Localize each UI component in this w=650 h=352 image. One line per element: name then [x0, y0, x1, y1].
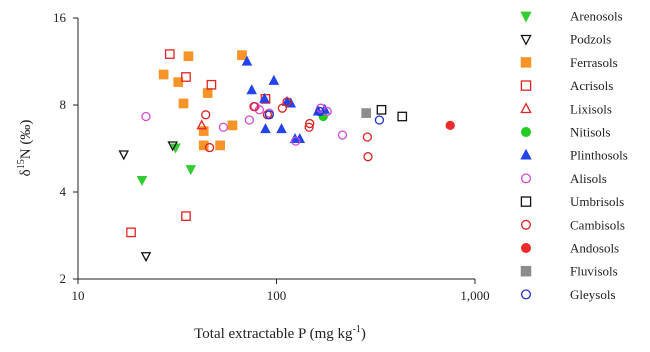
- legend-marker-arenosols: [520, 11, 532, 23]
- point-acrisols: [164, 49, 175, 59]
- legend-label-fluvisols: Fluvisols: [570, 264, 618, 279]
- x-tick-label: 1,000: [460, 288, 489, 303]
- axis-ticks: 10 100 1,000 2 4 8 16: [53, 10, 490, 303]
- point-podzols: [140, 252, 152, 263]
- y-tick-label: 16: [53, 10, 67, 25]
- point-cambisols: [282, 97, 292, 107]
- legend-marker-umbrisols: [520, 196, 532, 207]
- point-gleysols: [374, 115, 385, 125]
- legend-marker-alisols: [520, 173, 532, 184]
- point-fluvisols: [361, 108, 372, 118]
- legend-label-lixisols: Lixisols: [570, 101, 612, 116]
- point-acrisols: [260, 94, 271, 104]
- point-podzols: [167, 141, 178, 152]
- point-cambisols: [277, 103, 287, 113]
- point-plinthosols: [246, 84, 257, 95]
- legend-marker-andosols: [520, 242, 532, 254]
- y-tick-label: 8: [60, 97, 67, 112]
- x-tick-label: 10: [72, 288, 85, 303]
- legend-label-cambisols: Cambisols: [570, 217, 625, 232]
- point-umbrisols: [376, 104, 387, 115]
- point-alisols: [141, 111, 151, 122]
- point-alisols: [291, 136, 301, 146]
- point-cambisols: [305, 118, 315, 129]
- y-tick-label: 4: [60, 184, 67, 199]
- y-axis-title-superscript: 15: [16, 159, 27, 169]
- legend-marker-lixisols: [520, 102, 532, 114]
- point-gleysols: [264, 110, 274, 120]
- point-lixisols: [196, 119, 207, 130]
- point-gleysols: [315, 106, 325, 117]
- point-ferrasols: [173, 77, 184, 87]
- legend-marker-acrisols: [520, 80, 532, 91]
- point-umbrisols: [397, 111, 408, 122]
- point-plinthosols: [259, 92, 270, 103]
- legend-label-umbrisols: Umbrisols: [570, 194, 624, 209]
- legend-label-gleysols: Gleysols: [570, 287, 616, 302]
- legend-marker-cambisols: [520, 219, 532, 230]
- point-cambisols: [249, 101, 259, 112]
- point-ferrasols: [183, 51, 194, 62]
- legend-marker-plinthosols: [520, 148, 532, 160]
- point-acrisols: [181, 211, 191, 221]
- legend-label-podzols: Podzols: [570, 32, 611, 47]
- point-podzols: [118, 150, 130, 161]
- legend-label-andosols: Andosols: [570, 241, 619, 256]
- legend-marker-fluvisols: [520, 265, 532, 277]
- point-andosols: [445, 120, 455, 131]
- point-cambisols: [204, 142, 215, 153]
- x-tick-label: 100: [267, 288, 287, 303]
- x-axis-title: Total extractable P (mg kg-1): [194, 324, 366, 342]
- point-cambisols: [201, 110, 211, 120]
- legend-label-arenosols: Arenosols: [570, 9, 623, 24]
- legend-label-ferrasols: Ferrasols: [570, 55, 618, 70]
- point-alisols: [218, 122, 229, 132]
- legend-marker-ferrasols: [520, 57, 532, 68]
- point-plinthosols: [241, 55, 253, 66]
- point-acrisols: [181, 72, 191, 82]
- point-acrisols: [126, 227, 136, 238]
- legend-label-alisols: Alisols: [570, 171, 607, 186]
- legend-marker-gleysols: [520, 289, 532, 300]
- point-ferrasols: [198, 126, 209, 136]
- point-arenosols: [136, 176, 148, 187]
- y-tick-label: 2: [60, 271, 67, 286]
- point-ferrasols: [158, 69, 169, 80]
- point-cambisols: [362, 132, 373, 142]
- axes: [77, 18, 475, 280]
- point-plinthosols: [276, 123, 287, 134]
- legend-label-acrisols: Acrisols: [570, 78, 613, 93]
- legend-label-plinthosols: Plinthosols: [570, 148, 628, 163]
- y-axis-title: δ15N (‰): [16, 120, 34, 177]
- point-ferrasols: [237, 50, 247, 61]
- x-axis-title-superscript: -1: [353, 324, 361, 335]
- point-plinthosols: [268, 74, 280, 85]
- data-points: [118, 49, 455, 263]
- point-plinthosols: [260, 123, 271, 134]
- point-ferrasols: [215, 140, 225, 151]
- point-ferrasols: [202, 88, 213, 98]
- point-cambisols: [304, 122, 314, 132]
- point-ferrasols: [178, 98, 189, 109]
- point-acrisols: [206, 79, 217, 90]
- point-ferrasols: [198, 140, 209, 151]
- point-ferrasols: [227, 120, 238, 131]
- point-alisols: [244, 115, 255, 125]
- legend-label-nitisols: Nitisols: [570, 125, 610, 140]
- point-arenosols: [185, 165, 197, 176]
- point-alisols: [337, 130, 348, 140]
- point-cambisols: [363, 152, 373, 162]
- legend-marker-podzols: [520, 34, 532, 46]
- legend: Arenosols Podzols Ferrasols Acrisols Lixisol…: [520, 9, 628, 302]
- legend-marker-nitisols: [520, 126, 532, 138]
